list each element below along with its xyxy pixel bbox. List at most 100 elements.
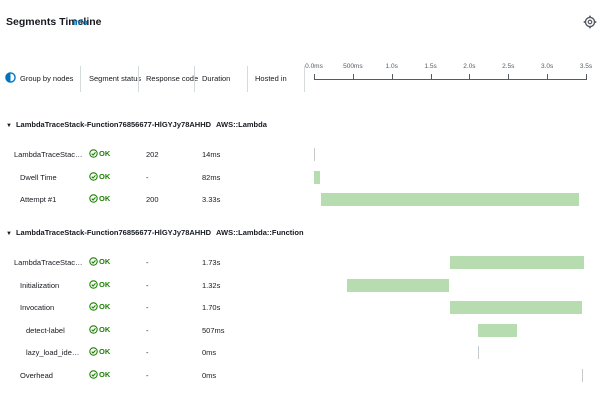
axis-tick xyxy=(586,74,587,80)
col-hosted-in: Hosted in xyxy=(255,74,287,83)
axis-tick-label: 2.5s xyxy=(502,63,515,70)
timeline-bar[interactable] xyxy=(320,193,580,206)
group-toggle-icon[interactable] xyxy=(5,72,16,83)
timeline-bar[interactable] xyxy=(477,323,518,337)
response-code: - xyxy=(146,258,149,267)
status-text: OK xyxy=(99,171,111,181)
caret-down-icon[interactable]: ▼ xyxy=(6,231,12,237)
timeline-bar[interactable] xyxy=(346,278,450,292)
page-title: Segments Timeline xyxy=(6,16,102,28)
timeline-bar[interactable] xyxy=(582,368,584,382)
status-badge: OK xyxy=(89,149,110,158)
axis-tick-label: 3.5s xyxy=(579,63,593,70)
axis-tick xyxy=(469,74,471,80)
axis-tick xyxy=(430,74,432,80)
column-divider xyxy=(80,66,81,92)
status-ok-icon xyxy=(89,324,98,334)
segment-name[interactable]: Initialization xyxy=(20,280,60,290)
column-divider xyxy=(247,66,248,92)
status-ok-icon xyxy=(89,302,98,311)
axis-tick-label: 3.0s xyxy=(540,63,554,70)
status-badge: OK xyxy=(89,194,110,203)
duration-value: 1.70s xyxy=(202,303,221,312)
status-ok-icon xyxy=(89,171,98,181)
column-divider xyxy=(304,66,305,92)
axis-tick xyxy=(508,74,510,80)
segment-name[interactable]: LambdaTraceStack-Function76856677-HlGYJy… xyxy=(14,150,83,159)
axis-tick-label: 0.0ms xyxy=(305,63,323,70)
section-header[interactable]: ▼ LambdaTraceStack-Function76856677-HlGYJ… xyxy=(6,120,267,129)
status-ok-icon xyxy=(89,347,98,356)
status-text: OK xyxy=(99,347,111,356)
status-text: OK xyxy=(99,324,111,334)
status-ok-icon xyxy=(89,149,98,158)
axis-tick-label: 1.5s xyxy=(424,63,437,70)
section-name: LambdaTraceStack-Function76856677-HlGYJy… xyxy=(15,120,212,129)
axis-tick xyxy=(547,74,549,80)
status-badge: OK xyxy=(89,347,110,356)
col-segment-status: Segment status xyxy=(89,74,142,83)
duration-value: 1.73s xyxy=(202,258,221,267)
response-code: - xyxy=(146,303,149,312)
response-code: - xyxy=(146,370,149,380)
segment-name[interactable]: detect-label xyxy=(26,325,65,335)
status-text: OK xyxy=(99,302,111,311)
response-code: - xyxy=(146,325,149,335)
axis-tick xyxy=(314,74,315,80)
response-code: - xyxy=(146,348,149,357)
segment-name[interactable]: lazy_load_identity xyxy=(26,348,83,357)
status-badge: OK xyxy=(89,302,110,311)
timeline-axis xyxy=(314,79,586,80)
col-duration: Duration xyxy=(202,74,231,83)
axis-tick-label: 2.0s xyxy=(463,63,476,70)
status-text: OK xyxy=(99,369,111,379)
axis-tick xyxy=(352,74,354,80)
duration-value: 82ms xyxy=(202,172,221,182)
status-text: OK xyxy=(99,279,111,289)
segment-name[interactable]: Invocation xyxy=(20,303,55,312)
duration-value: 3.33s xyxy=(202,195,221,204)
axis-tick-label: 500ms xyxy=(343,63,363,70)
section-name: LambdaTraceStack-Function76856677-HlGYJy… xyxy=(15,228,212,237)
duration-value: 507ms xyxy=(202,325,225,335)
status-ok-icon xyxy=(89,279,98,289)
axis-tick-label: 1.0s xyxy=(385,63,398,70)
column-divider xyxy=(194,66,195,92)
col-response-code: Response code xyxy=(146,74,199,83)
status-badge: OK xyxy=(89,280,110,289)
caret-down-icon[interactable]: ▼ xyxy=(6,123,12,129)
status-badge: OK xyxy=(89,370,110,379)
timeline-bar[interactable] xyxy=(450,301,583,314)
gear-icon[interactable] xyxy=(583,15,597,29)
status-badge: OK xyxy=(89,257,110,266)
response-code: 202 xyxy=(146,150,159,159)
status-ok-icon xyxy=(89,369,98,379)
duration-value: 14ms xyxy=(202,150,221,159)
section-type: AWS::Lambda::Function xyxy=(216,228,304,237)
duration-value: 0ms xyxy=(202,370,217,380)
segment-name[interactable]: Dwell Time xyxy=(20,172,57,182)
status-badge: OK xyxy=(89,172,110,181)
timeline-bar[interactable] xyxy=(477,346,479,359)
section-type: AWS::Lambda xyxy=(216,120,267,129)
section-header[interactable]: ▼ LambdaTraceStack-Function76856677-HlGYJ… xyxy=(6,228,304,237)
duration-value: 0ms xyxy=(202,348,217,357)
segment-name[interactable]: Attempt #1 xyxy=(20,195,57,204)
status-badge: OK xyxy=(89,325,110,334)
response-code: - xyxy=(146,280,149,290)
info-link[interactable]: Info xyxy=(73,18,88,27)
group-by-nodes-label: Group by nodes xyxy=(20,74,74,83)
timeline-bar[interactable] xyxy=(314,148,315,161)
status-ok-icon xyxy=(89,194,98,203)
segment-name[interactable]: LambdaTraceStack-Function76856677-HlGYJy… xyxy=(14,258,83,267)
timeline-bar[interactable] xyxy=(450,256,585,269)
segment-name[interactable]: Overhead xyxy=(20,370,53,380)
response-code: - xyxy=(146,172,149,182)
response-code: 200 xyxy=(146,195,159,204)
timeline-bar[interactable] xyxy=(314,170,321,184)
axis-tick xyxy=(391,74,393,80)
column-divider xyxy=(138,66,139,92)
status-ok-icon xyxy=(89,257,98,266)
status-text: OK xyxy=(99,194,111,203)
status-text: OK xyxy=(99,149,111,158)
